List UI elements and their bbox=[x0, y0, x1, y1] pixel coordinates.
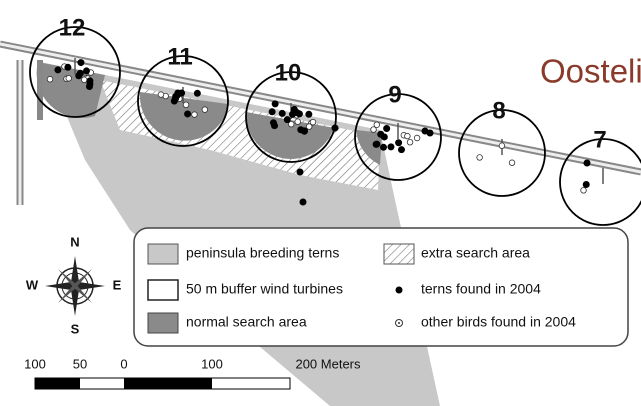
tern bbox=[383, 125, 391, 133]
legend-item: peninsula breeding terns bbox=[186, 245, 339, 261]
legend-item: other birds found in 2004 bbox=[421, 314, 576, 330]
normal-area bbox=[245, 112, 335, 159]
compass: N S E W bbox=[26, 234, 122, 336]
tern bbox=[583, 159, 591, 167]
tern bbox=[426, 129, 434, 137]
other-bird bbox=[476, 154, 483, 161]
tern bbox=[395, 139, 403, 147]
tern bbox=[82, 67, 90, 75]
other-bird bbox=[413, 134, 421, 142]
tern bbox=[64, 63, 72, 71]
tern bbox=[380, 133, 388, 141]
tern bbox=[271, 122, 279, 130]
legend-item: normal search area bbox=[186, 314, 307, 330]
tern bbox=[170, 97, 178, 105]
legend-item: 50 m buffer wind turbines bbox=[186, 281, 343, 297]
legend-item: extra search area bbox=[421, 245, 530, 261]
tern bbox=[193, 89, 201, 97]
tern bbox=[184, 110, 192, 118]
tern bbox=[77, 59, 85, 67]
tern bbox=[54, 66, 62, 74]
tern bbox=[86, 77, 94, 85]
other-bird bbox=[201, 106, 209, 113]
scale-label: 100 bbox=[201, 356, 223, 371]
tern bbox=[75, 72, 83, 80]
normal-area bbox=[356, 130, 382, 165]
other-bird bbox=[580, 187, 587, 194]
tern bbox=[271, 100, 279, 108]
other-bird bbox=[508, 159, 516, 166]
other-bird bbox=[294, 118, 301, 125]
compass-n: N bbox=[70, 234, 79, 249]
compass-e: E bbox=[113, 277, 122, 292]
other-bird bbox=[373, 121, 381, 128]
turbines: 12 11 10 9 8 7 bbox=[29, 14, 641, 226]
other-bird bbox=[288, 121, 295, 128]
normal-area bbox=[36, 62, 105, 119]
other-bird bbox=[498, 142, 506, 149]
buffer-circle bbox=[29, 26, 121, 118]
turbine-label: 8 bbox=[492, 97, 505, 124]
other-bird bbox=[65, 75, 72, 82]
buffer-circle bbox=[559, 138, 641, 226]
other-bird bbox=[309, 118, 317, 126]
place-label: Oostelijke D bbox=[540, 53, 641, 90]
tern bbox=[299, 198, 307, 206]
turbine-label: 9 bbox=[388, 81, 401, 108]
compass-w: W bbox=[26, 277, 39, 292]
tern bbox=[296, 168, 304, 176]
tern bbox=[582, 181, 590, 189]
turbine-label: 11 bbox=[167, 43, 192, 70]
tern bbox=[268, 108, 276, 116]
legend: peninsula breeding terns extra search ar… bbox=[133, 227, 629, 347]
tern bbox=[278, 109, 286, 117]
scale-bar: 100 50 0 100 200 Meters bbox=[24, 356, 361, 390]
turbine-label: 7 bbox=[593, 126, 606, 153]
buffer-circle bbox=[137, 55, 229, 147]
other-bird bbox=[406, 138, 414, 146]
tern bbox=[85, 83, 93, 91]
compass-s: S bbox=[71, 321, 80, 336]
turbine-label: 10 bbox=[275, 59, 302, 86]
other-bird bbox=[370, 126, 377, 133]
tern bbox=[380, 143, 388, 151]
scale-label: 200 Meters bbox=[295, 356, 361, 371]
other-bird bbox=[404, 132, 411, 140]
tern bbox=[331, 124, 339, 132]
tern bbox=[373, 140, 381, 148]
dyke bbox=[0, 40, 641, 205]
tern bbox=[290, 105, 298, 113]
tern bbox=[283, 116, 291, 124]
tern bbox=[295, 110, 303, 118]
buffer-circle bbox=[354, 93, 442, 181]
other-bird bbox=[81, 76, 88, 84]
buffer-circle bbox=[245, 71, 337, 163]
tern bbox=[397, 146, 405, 154]
tern bbox=[300, 127, 308, 135]
legend-item: terns found in 2004 bbox=[421, 281, 541, 297]
buffer-circle bbox=[458, 109, 546, 197]
other-bird bbox=[182, 101, 190, 108]
tern bbox=[387, 143, 395, 151]
other-bird bbox=[157, 91, 165, 98]
turbine-label: 12 bbox=[59, 14, 86, 41]
other-bird bbox=[191, 111, 198, 118]
normal-area bbox=[139, 92, 228, 141]
scale-label: 100 bbox=[24, 356, 46, 371]
other-bird bbox=[305, 123, 313, 130]
birds bbox=[46, 59, 591, 206]
tern bbox=[305, 110, 313, 118]
scale-label: 0 bbox=[120, 356, 127, 371]
other-bird bbox=[46, 76, 54, 83]
scale-label: 50 bbox=[73, 356, 87, 371]
